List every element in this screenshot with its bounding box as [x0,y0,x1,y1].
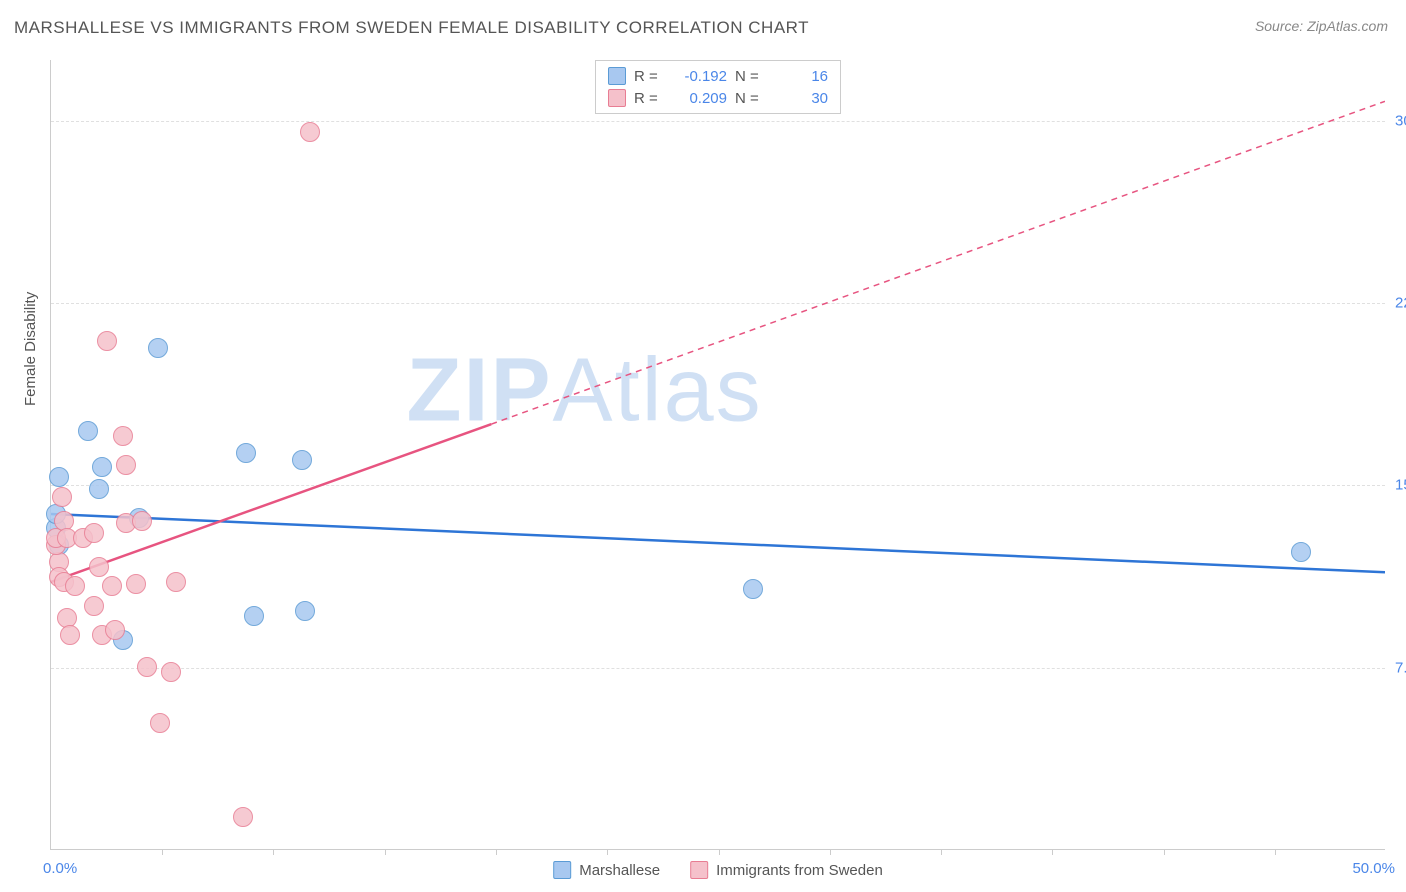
trend-line [491,101,1385,424]
y-tick-label: 22.5% [1395,295,1406,312]
data-point [113,426,133,446]
data-point [126,574,146,594]
plot-area: ZIPAtlas 7.5%15.0%22.5%30.0% 0.0% 50.0% … [50,60,1385,850]
series-1-r-value: -0.192 [672,68,727,85]
x-tick [719,849,720,855]
data-point [236,443,256,463]
data-point [300,122,320,142]
y-tick-label: 15.0% [1395,477,1406,494]
data-point [1291,542,1311,562]
data-point [49,467,69,487]
data-point [292,450,312,470]
series-2-r-value: 0.209 [672,90,727,107]
source-attribution: Source: ZipAtlas.com [1255,18,1388,34]
x-axis-max-label: 50.0% [1352,860,1395,877]
chart-title: MARSHALLESE VS IMMIGRANTS FROM SWEDEN FE… [14,18,809,38]
trend-line [51,514,1385,572]
y-axis-label: Female Disability [22,292,39,406]
data-point [105,620,125,640]
data-point [132,511,152,531]
series-2-name: Immigrants from Sweden [716,862,883,879]
data-point [161,662,181,682]
legend-item-2: Immigrants from Sweden [690,861,883,879]
x-tick [385,849,386,855]
data-point [65,576,85,596]
stats-row-2: R = 0.209 N = 30 [608,87,828,109]
data-point [78,421,98,441]
x-axis-min-label: 0.0% [43,860,77,877]
series-2-n-value: 30 [773,90,828,107]
trend-line [51,424,491,582]
r-label: R = [634,68,664,85]
data-point [92,457,112,477]
data-point [116,455,136,475]
series-legend: Marshallese Immigrants from Sweden [553,861,883,879]
x-tick [941,849,942,855]
x-tick [162,849,163,855]
n-label: N = [735,68,765,85]
data-point [166,572,186,592]
x-tick [273,849,274,855]
data-point [89,479,109,499]
x-tick [1275,849,1276,855]
series-1-swatch [553,861,571,879]
data-point [233,807,253,827]
data-point [60,625,80,645]
data-point [52,487,72,507]
legend-item-1: Marshallese [553,861,660,879]
data-point [84,596,104,616]
data-point [148,338,168,358]
gridline [51,485,1385,486]
gridline [51,303,1385,304]
data-point [150,713,170,733]
y-tick-label: 30.0% [1395,112,1406,129]
x-tick [830,849,831,855]
x-tick [496,849,497,855]
gridline [51,121,1385,122]
data-point [102,576,122,596]
data-point [295,601,315,621]
series-1-swatch [608,67,626,85]
stats-row-1: R = -0.192 N = 16 [608,65,828,87]
watermark: ZIPAtlas [407,340,763,443]
n-label: N = [735,90,765,107]
watermark-light: Atlas [553,341,763,441]
data-point [137,657,157,677]
y-tick-label: 7.5% [1395,659,1406,676]
series-1-name: Marshallese [579,862,660,879]
series-2-swatch [608,89,626,107]
data-point [244,606,264,626]
data-point [743,579,763,599]
x-tick [1052,849,1053,855]
r-label: R = [634,90,664,107]
watermark-bold: ZIP [407,341,553,441]
x-tick [1164,849,1165,855]
stats-legend: R = -0.192 N = 16 R = 0.209 N = 30 [595,60,841,114]
data-point [89,557,109,577]
data-point [84,523,104,543]
data-point [97,331,117,351]
series-1-n-value: 16 [773,68,828,85]
gridline [51,668,1385,669]
series-2-swatch [690,861,708,879]
x-tick [607,849,608,855]
